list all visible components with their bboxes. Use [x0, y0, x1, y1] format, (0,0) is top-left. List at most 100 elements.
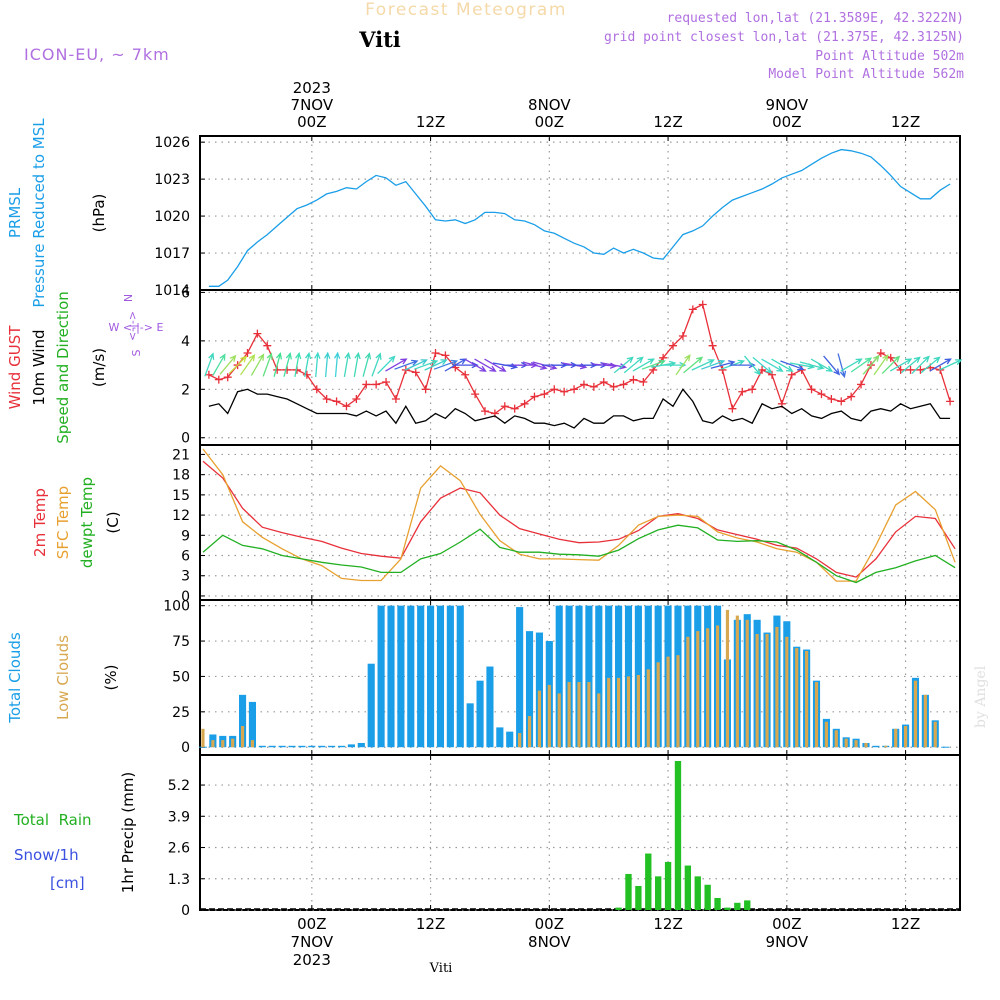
gust-marker — [748, 385, 757, 394]
time-label-bottom: 00Z — [297, 915, 326, 933]
wind-arrow — [212, 353, 226, 376]
y-tick-label: 12 — [172, 508, 190, 524]
y-tick-label: 75 — [172, 634, 190, 650]
wind-arrow — [799, 361, 825, 370]
wind-gust-line — [208, 303, 951, 415]
gust-marker — [550, 385, 559, 394]
gust-marker — [481, 407, 489, 416]
time-label-bottom: 9NOV — [766, 933, 809, 951]
wind-arrow — [414, 359, 439, 370]
rain-bar — [704, 884, 711, 910]
y-tick-label: 21 — [172, 447, 190, 463]
wind-arrow — [675, 353, 691, 376]
credit-label: by Angel — [973, 665, 989, 728]
total-clouds-bar — [328, 745, 336, 748]
gust-marker — [214, 375, 223, 384]
total-clouds-bar — [872, 745, 880, 748]
wind-arrow — [240, 353, 256, 376]
time-label-bottom: 00Z — [772, 915, 801, 933]
gust-marker — [708, 341, 717, 350]
total-clouds-bar — [318, 745, 326, 748]
low-clouds-bar — [597, 693, 601, 748]
y-tick-label: 3.9 — [168, 809, 190, 825]
wind-arrow — [632, 358, 655, 372]
gust-marker — [510, 404, 519, 413]
2m-temp-line — [202, 460, 956, 578]
wind-arrow — [683, 356, 704, 374]
gust-marker — [362, 380, 371, 389]
gust-marker — [857, 380, 866, 389]
pressure-panel: 1014 1017 1020 1023 1026 PRMSL Pressure Reduce… — [6, 118, 961, 308]
time-label-top: 8NOV — [528, 96, 571, 114]
gust-marker — [332, 397, 341, 406]
time-label-top: 00Z — [297, 113, 326, 131]
low-clouds-bar — [854, 740, 858, 748]
rain-bar — [724, 907, 731, 910]
panel-label: (m/s) — [90, 348, 108, 387]
gust-marker — [589, 382, 598, 391]
low-clouds-bar — [676, 655, 680, 748]
y-tick-label: 1014 — [154, 283, 190, 299]
pressure-frame — [199, 135, 961, 291]
time-label-bottom: 12Z — [653, 915, 682, 933]
gust-marker — [688, 305, 697, 314]
low-clouds-bar — [913, 680, 918, 748]
y-tick-label: 6 — [181, 549, 190, 565]
panel-label: (C) — [104, 511, 122, 533]
gust-marker — [698, 300, 707, 309]
total-clouds-bar — [525, 631, 534, 748]
low-clouds-bar — [725, 609, 730, 748]
gust-marker — [520, 399, 529, 408]
low-clouds-bar — [646, 669, 650, 748]
total-clouds-bar — [367, 663, 375, 748]
time-label-bottom: 12Z — [416, 915, 445, 933]
wind-arrow — [204, 352, 215, 377]
gust-marker — [946, 397, 955, 406]
gust-marker — [223, 373, 232, 382]
total-clouds-bar — [397, 605, 405, 748]
wind-arrow — [228, 355, 248, 375]
wind-arrow — [474, 358, 497, 372]
gust-marker — [728, 404, 737, 413]
time-label-top: 9NOV — [766, 96, 809, 114]
gust-marker — [847, 392, 856, 401]
rain-bar — [615, 907, 622, 910]
low-clouds-bar — [557, 693, 561, 748]
panels: 1014 1017 1020 1023 1026 PRMSL Pressure Reduce… — [6, 118, 963, 919]
gust-marker — [678, 332, 687, 341]
wind-arrow — [453, 361, 479, 369]
time-label-bottom: 2023 — [293, 951, 331, 969]
total-clouds-bar — [535, 632, 543, 748]
low-clouds-bar — [795, 648, 799, 748]
total-clouds-bar — [436, 605, 445, 748]
time-label-bottom: 7NOV — [291, 933, 334, 951]
temperature-panel: 0 3 6 9 12 15 18 21 2m Temp SFC Temp dewpt Temp (C) — [31, 444, 961, 605]
gust-marker — [530, 392, 539, 401]
low-clouds-bar — [814, 682, 819, 748]
time-label-top: 00Z — [535, 113, 564, 131]
info-model-altitude: Model Point Altitude 562m — [768, 67, 964, 82]
precip-panel: 0 1.3 2.6 3.9 5.2 Total Rain Snow/1h [cm] 1hr Pr… — [13, 754, 961, 919]
total-clouds-bar — [417, 605, 425, 748]
legend-snow: Snow/1h — [14, 846, 79, 864]
total-clouds-bar — [298, 745, 306, 748]
y-tick-label: 2.6 — [168, 841, 190, 857]
gust-marker — [342, 402, 351, 411]
gust-marker — [421, 385, 430, 394]
wind-arrow — [314, 351, 321, 378]
low-clouds-bar — [231, 738, 235, 748]
low-clouds-bar — [894, 728, 898, 748]
gust-marker — [619, 380, 628, 389]
y-tick-label: 4 — [181, 334, 190, 350]
wind-arrow — [691, 359, 715, 371]
wind-arrow — [840, 358, 863, 372]
total-clouds-bar — [605, 605, 613, 748]
wind-arrow — [464, 358, 487, 372]
wind-arrow — [929, 358, 952, 372]
compass-we: W <-|-> E — [109, 321, 164, 334]
model-label: ICON-EU, ~ 7km — [24, 45, 170, 64]
total-clouds-bar — [357, 742, 365, 748]
legend-snow-unit: [cm] — [50, 874, 85, 892]
